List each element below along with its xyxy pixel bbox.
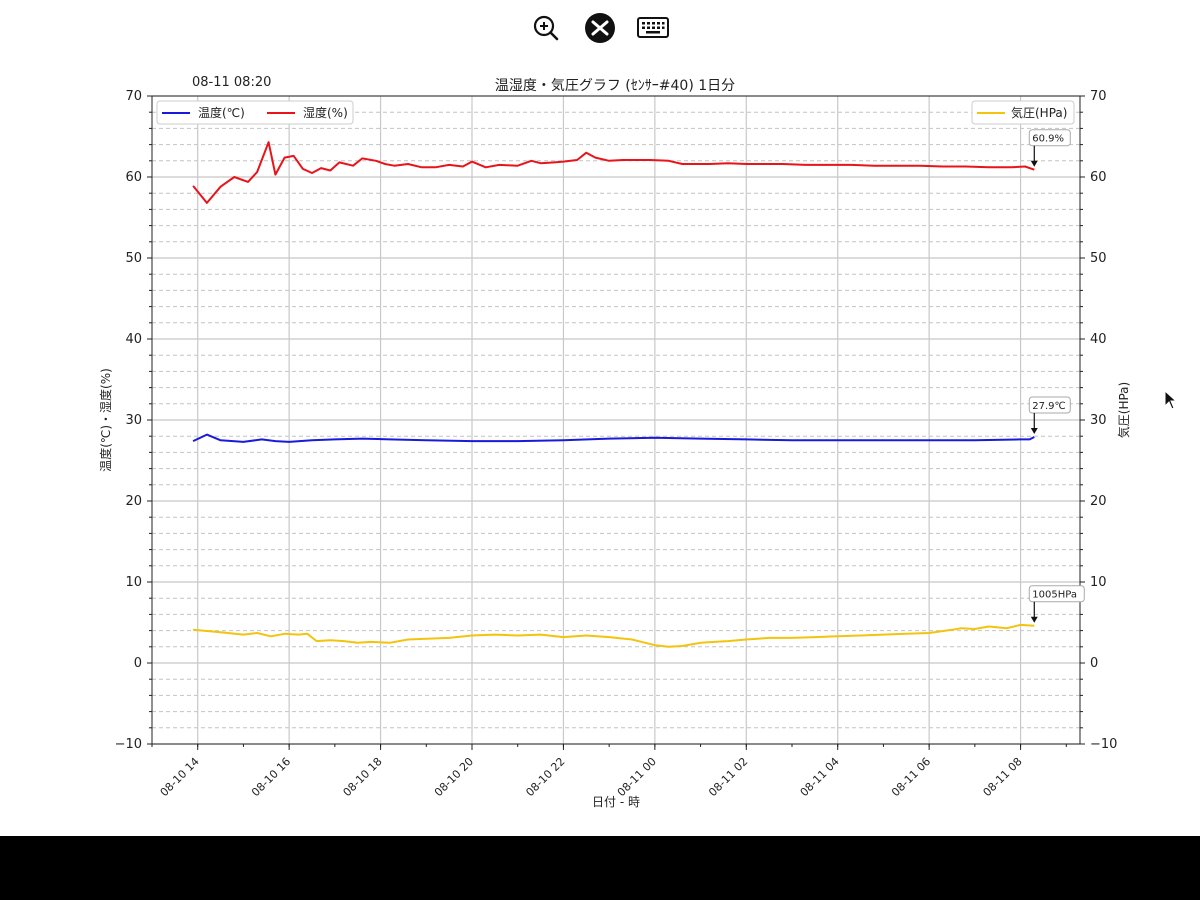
x-tick-label: 08-11 04 [798,755,842,799]
annotation-box [1028,129,1071,147]
left-y-tick-label: 0 [134,656,142,671]
x-tick-label: 08-10 22 [523,755,567,799]
x-tick-label: 08-11 06 [889,755,933,799]
chart-title: 温湿度・気圧グラフ (ｾﾝｻｰ#40) 1日分 [494,78,736,94]
left-y-tick-label: 70 [125,89,142,104]
series-line [192,141,1035,204]
left-y-axis-label: 温度(℃)・湿度(%) [98,368,113,472]
annotation-box [1028,396,1071,414]
series-line [192,433,1035,443]
annotation-arrow-head [1030,616,1038,623]
left-y-tick-label: 60 [125,170,142,185]
annotation-arrow-head [1030,428,1038,435]
left-y-tick-label: −10 [115,737,142,752]
x-tick-label: 08-10 20 [432,755,476,799]
annotation-box [1028,585,1085,603]
annotation-arrow-head [1030,160,1038,167]
left-legend-box [156,100,354,125]
keyboard-icon [637,17,669,38]
right-y-tick-label: 60 [1090,170,1107,185]
legend-label: 湿度(%) [303,105,348,120]
series-line [193,623,1035,648]
chart-timestamp: 08-11 08:20 [192,75,272,90]
left-y-tick-label: 40 [125,332,142,347]
black-bottom-bar [0,836,1200,900]
right-y-tick-label: −10 [1090,737,1117,752]
right-y-tick-label: 10 [1090,575,1107,590]
left-y-tick-label: 30 [125,413,142,428]
right-y-axis-label: 気圧(HPa) [1116,382,1131,438]
annotation-label: 1005HPa [1032,590,1077,601]
mouse-cursor-icon [1164,390,1178,410]
right-y-tick-label: 0 [1090,656,1098,671]
x-tick-label: 08-10 16 [249,755,293,799]
zoom-in-button[interactable] [526,8,566,48]
right-y-tick-label: 70 [1090,89,1107,104]
zoom-in-icon [533,15,559,41]
x-tick-label: 08-11 00 [615,755,659,799]
keyboard-button[interactable] [633,8,673,48]
legend-label: 気圧(HPa) [1011,105,1067,120]
viewer-toolbar [0,8,1200,48]
annotation-label: 60.9% [1032,134,1064,145]
right-y-tick-label: 30 [1090,413,1107,428]
right-y-tick-label: 40 [1090,332,1107,347]
right-y-tick-label: 20 [1090,494,1107,509]
left-y-tick-label: 20 [125,494,142,509]
left-y-tick-label: 10 [125,575,142,590]
x-axis-label: 日付 - 時 [592,795,640,809]
legend-label: 温度(℃) [198,105,245,120]
right-y-tick-label: 50 [1090,251,1107,266]
chart-area: −10 −10 0 0 10 10 20 20 30 30 40 40 50 50 60 60 70 70 08-1… [98,89,1131,809]
right-legend-box [971,100,1075,125]
left-y-tick-label: 50 [125,251,142,266]
annotation-label: 27.9℃ [1032,401,1066,412]
remote-desktop-icon [585,13,615,43]
x-tick-label: 08-10 18 [341,755,385,799]
x-tick-label: 08-11 08 [981,755,1025,799]
x-tick-label: 08-10 14 [158,755,202,799]
x-tick-label: 08-11 02 [706,755,750,799]
remote-desktop-button[interactable] [580,8,620,48]
